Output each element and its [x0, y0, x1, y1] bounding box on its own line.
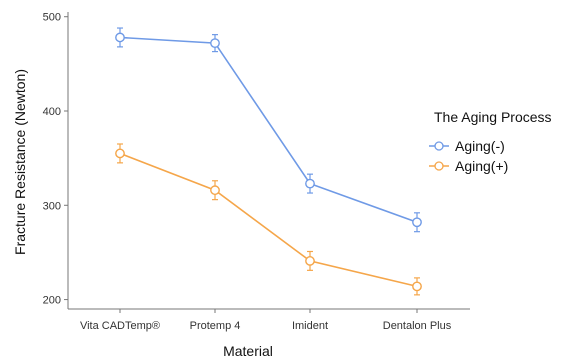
- y-tick-label: 300: [43, 200, 61, 212]
- data-point: [115, 32, 125, 43]
- x-tick-label: Vita CADTemp®: [80, 320, 160, 332]
- y-tick-label: 400: [43, 106, 61, 118]
- legend-label: Aging(-): [455, 138, 505, 154]
- data-point: [210, 185, 220, 196]
- series-line: [119, 152, 418, 288]
- legend-items: Aging(-) Aging(+): [429, 138, 508, 174]
- y-tick-label: 500: [43, 12, 61, 24]
- x-tick-label: Protemp 4: [190, 320, 241, 332]
- legend-marker: [434, 161, 444, 171]
- series-line: [119, 36, 418, 224]
- x-axis-title: Material: [223, 343, 273, 359]
- legend-item: Aging(+): [429, 158, 508, 174]
- x-tick-label: Imident: [292, 320, 328, 332]
- legend-marker: [434, 141, 444, 151]
- legend-label: Aging(+): [455, 158, 508, 174]
- data-point: [305, 178, 315, 189]
- y-ticks: 200 300 400 500: [43, 12, 68, 307]
- data-point: [305, 256, 315, 266]
- y-axis-title: Fracture Resistance (Newton): [12, 69, 28, 255]
- series-layer: [115, 27, 422, 296]
- data-point: [115, 148, 125, 159]
- x-ticks: Vita CADTemp® Protemp 4 Imident Dentalon Pl…: [80, 309, 452, 332]
- legend-title: The Aging Process: [434, 109, 552, 125]
- data-point: [412, 281, 422, 292]
- legend-item: Aging(-): [429, 138, 505, 154]
- x-tick-label: Dentalon Plus: [383, 320, 452, 332]
- axes: [67, 12, 470, 310]
- series-1: [115, 143, 422, 296]
- series-0: [115, 27, 422, 233]
- data-point: [210, 38, 220, 49]
- legend: The Aging Process Aging(-) Aging(+): [429, 109, 552, 174]
- data-point: [412, 217, 422, 228]
- y-tick-label: 200: [43, 295, 61, 307]
